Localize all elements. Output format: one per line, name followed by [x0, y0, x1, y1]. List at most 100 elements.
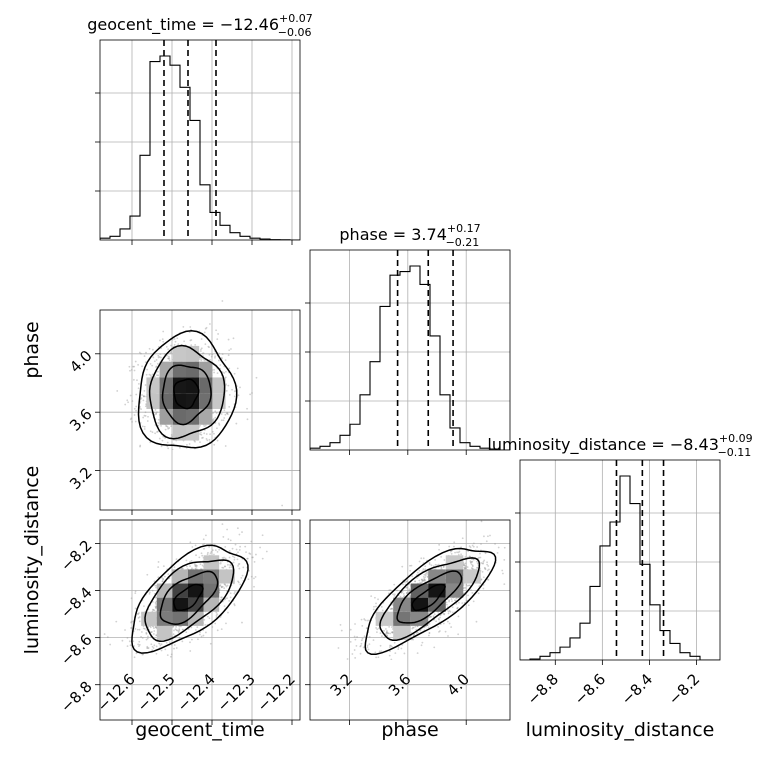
sample-point	[235, 548, 238, 551]
sample-point	[149, 441, 152, 444]
sample-point	[204, 359, 206, 362]
histogram-bin	[450, 428, 460, 450]
sample-point	[402, 595, 405, 598]
sample-point	[416, 577, 419, 579]
sample-point	[494, 542, 496, 545]
sample-point	[124, 403, 127, 406]
histogram-bin	[330, 443, 340, 450]
sample-point	[497, 546, 500, 549]
sample-point	[170, 350, 173, 353]
sample-point	[408, 588, 411, 591]
contour-line	[172, 583, 204, 612]
sample-point	[158, 356, 161, 358]
density-cell	[172, 583, 188, 598]
sample-point	[246, 407, 248, 410]
sample-point	[475, 620, 478, 623]
sample-point	[346, 658, 349, 660]
sample-point	[361, 637, 364, 640]
sample-point	[464, 556, 467, 558]
sample-point	[472, 542, 475, 545]
sample-point	[140, 397, 143, 400]
sample-point	[223, 372, 226, 374]
sample-point	[414, 580, 416, 583]
sample-point	[443, 612, 446, 615]
sample-point	[402, 583, 404, 586]
sample-point	[233, 395, 236, 398]
sample-point	[173, 644, 176, 646]
sample-point	[165, 425, 168, 427]
sample-point	[453, 541, 456, 544]
sample-point	[224, 565, 226, 568]
sample-point	[165, 346, 168, 348]
sample-point	[133, 414, 136, 416]
sample-point	[389, 632, 391, 635]
sample-point	[181, 628, 184, 631]
sample-point	[237, 563, 240, 566]
sample-point	[225, 370, 227, 373]
sample-point	[471, 567, 474, 570]
sample-point	[367, 648, 370, 651]
sample-point	[401, 565, 404, 568]
sample-point	[206, 615, 209, 618]
sample-point	[220, 628, 223, 631]
sample-point	[155, 366, 158, 368]
sample-point	[220, 419, 223, 422]
sample-point	[464, 567, 467, 570]
sample-point	[205, 467, 207, 469]
sample-point	[193, 563, 196, 566]
sample-point	[422, 568, 425, 571]
sample-point	[229, 596, 232, 599]
sample-point	[460, 553, 463, 556]
sample-point	[190, 344, 193, 347]
sample-point	[152, 608, 154, 611]
sample-point	[480, 578, 483, 581]
sample-point	[368, 643, 371, 645]
sample-point	[161, 580, 164, 583]
sample-point	[237, 581, 240, 584]
sample-point	[173, 343, 176, 346]
sample-point	[175, 558, 178, 561]
sample-point	[194, 629, 197, 631]
histogram-bin	[190, 120, 200, 240]
sample-point	[356, 676, 358, 678]
sample-point	[162, 330, 165, 333]
histogram-step-line	[310, 265, 510, 450]
sample-point	[437, 625, 440, 628]
sample-point	[166, 441, 169, 444]
sample-point	[442, 622, 445, 625]
sample-point	[424, 568, 427, 571]
sample-point	[132, 365, 135, 368]
sample-point	[194, 565, 197, 567]
sample-point	[254, 575, 257, 578]
sample-point	[429, 616, 432, 618]
sample-point	[358, 677, 360, 679]
sample-point	[469, 546, 472, 549]
sample-point	[216, 550, 219, 553]
sample-point	[160, 649, 163, 652]
x-tick-label: 3.6	[385, 670, 415, 700]
sample-point	[406, 586, 409, 589]
sample-point	[219, 562, 222, 565]
density-cell	[156, 597, 173, 612]
sample-point	[236, 527, 239, 530]
sample-point	[200, 568, 202, 570]
sample-point	[448, 599, 451, 602]
sample-point	[389, 650, 391, 653]
sample-point	[208, 323, 211, 325]
sample-point	[230, 564, 232, 567]
histogram-bin	[410, 266, 420, 450]
density-cell	[159, 408, 173, 425]
sample-point	[226, 413, 229, 416]
sample-point	[375, 602, 377, 605]
sample-point	[166, 426, 169, 428]
sample-point	[238, 548, 241, 551]
sample-point	[137, 387, 140, 390]
histogram-bin	[680, 653, 690, 660]
sample-point	[178, 628, 181, 631]
sample-point	[206, 439, 209, 442]
sample-point	[203, 331, 206, 334]
sample-point	[146, 647, 149, 650]
sample-point	[482, 576, 485, 579]
sample-point	[466, 566, 469, 568]
sample-point	[356, 664, 358, 666]
